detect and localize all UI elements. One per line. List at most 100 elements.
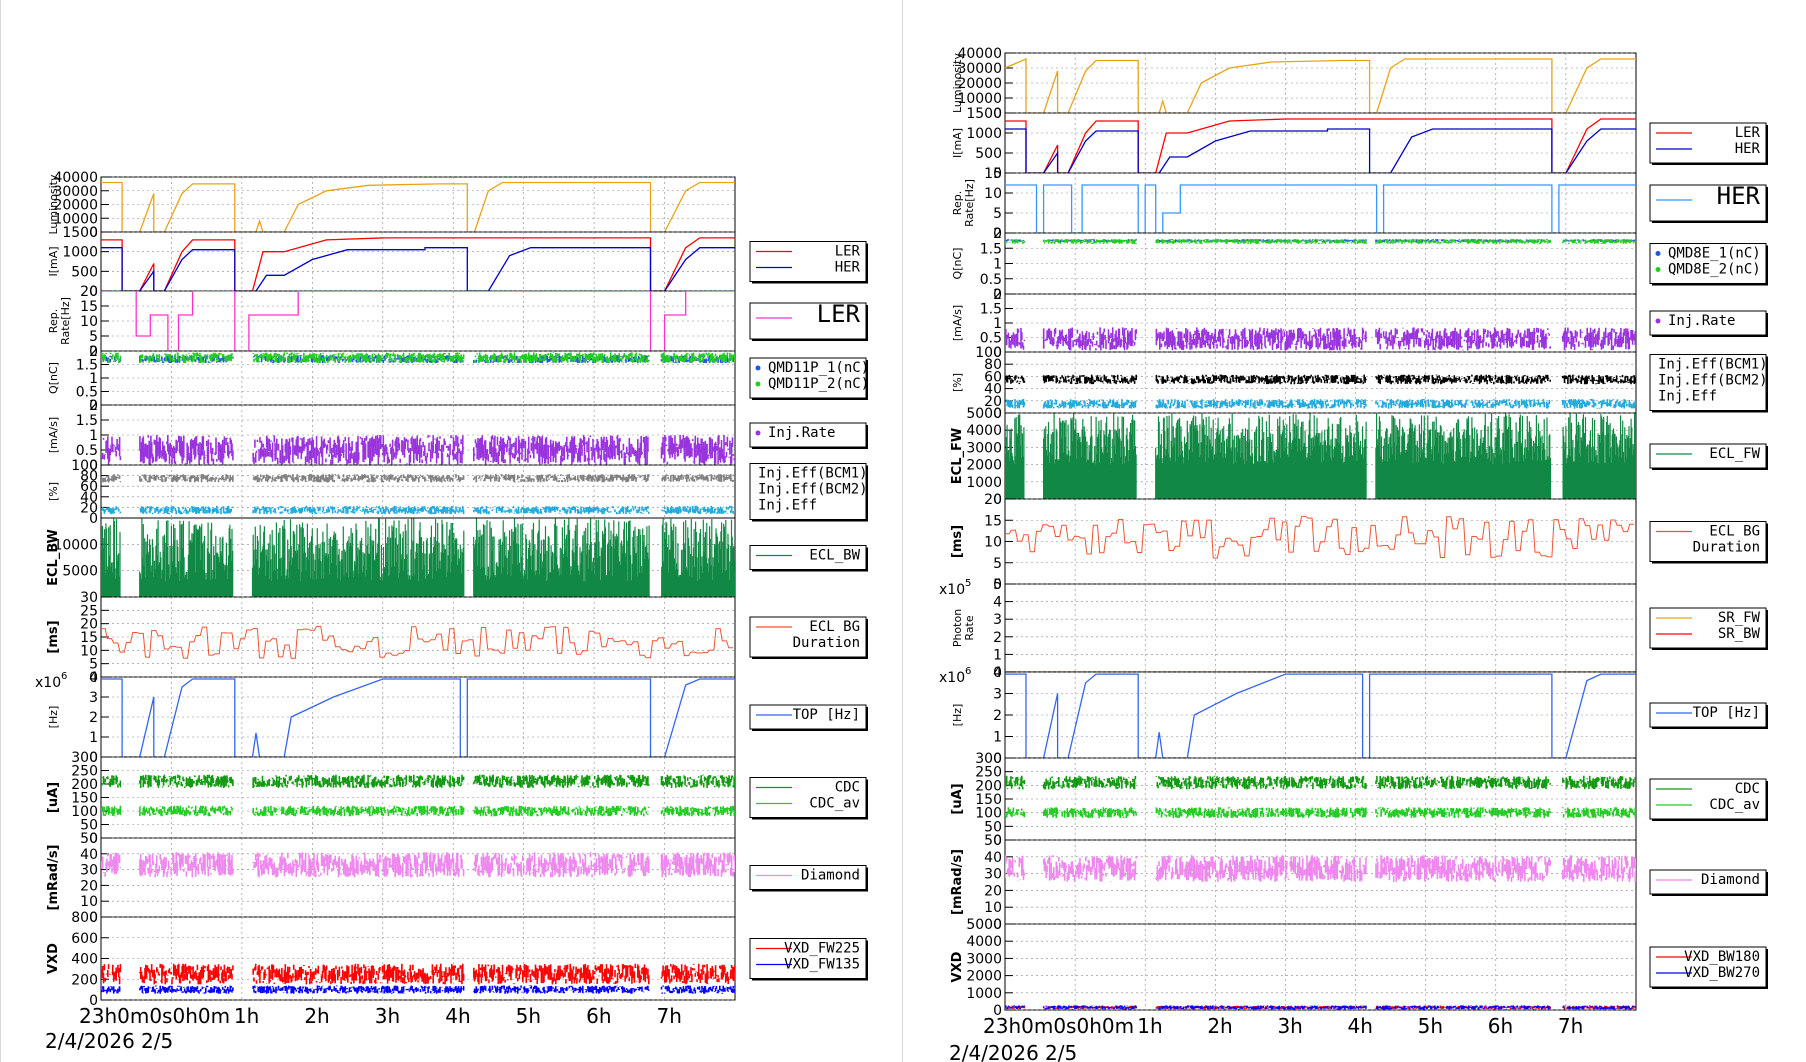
legend-label: CDC_av: [809, 796, 860, 812]
legend-inj: Inj.Rate: [749, 422, 868, 449]
axis-exponent-power: 6: [965, 666, 971, 677]
y-tick-label: 4000: [966, 423, 1002, 439]
legend-label: VXD_BW180: [1684, 949, 1760, 965]
series-top-hz-: [1005, 673, 1636, 758]
legend-label: SR_FW: [1718, 610, 1761, 626]
series-ecl-bg-duration: [1005, 515, 1634, 559]
series-group: [101, 625, 733, 659]
y-tick-label: 10: [984, 900, 1002, 916]
legend-marker: [755, 365, 761, 371]
y-tick-label: 10: [984, 186, 1002, 202]
y-axis-title: Q[nC]: [47, 362, 60, 394]
y-tick-label: 4000: [966, 934, 1002, 950]
y-tick-label: 300: [975, 751, 1002, 767]
y-tick-label: 60: [984, 369, 1002, 385]
series-group: [101, 963, 735, 994]
y-tick-label: 0.5: [76, 385, 98, 401]
series-group: [101, 852, 735, 878]
series-cdc-av: [101, 805, 735, 817]
series-group: [1005, 413, 1636, 499]
y-axis-title: [uA]: [46, 782, 61, 813]
y-tick-label: 15: [80, 630, 98, 646]
y-tick-label: 20: [80, 284, 98, 300]
y-tick-label: 5000: [966, 406, 1002, 422]
y-tick-label: 3000: [966, 440, 1002, 456]
series-group: [101, 181, 735, 232]
y-tick-label: 0: [993, 106, 1002, 122]
plot-frame: [1004, 671, 1637, 759]
time-tick-label: 1h: [234, 1004, 259, 1028]
y-tick-label: 0: [89, 670, 98, 686]
legend-marker: [755, 430, 761, 436]
legend-box: [749, 938, 867, 979]
time-tick-label: 7h: [657, 1004, 682, 1028]
series-ler: [101, 237, 735, 291]
y-tick-label: 2: [89, 710, 98, 726]
series-group: [1005, 118, 1636, 173]
time-tick-label: 2h: [304, 1004, 329, 1028]
y-axis-title: Rate: [963, 615, 976, 640]
legend-marker: [1655, 318, 1661, 324]
y-tick-label: 1.5: [76, 358, 98, 374]
y-tick-label: 2: [993, 226, 1002, 242]
legend-label: ECL_FW: [1709, 446, 1760, 462]
y-axis-title: [mA/s]: [951, 305, 964, 341]
y-tick-label: 0: [993, 751, 1002, 767]
time-tick-label: 7h: [1558, 1014, 1583, 1038]
series-group: [101, 518, 735, 597]
date-label-next: 2/5: [141, 1029, 173, 1053]
time-tick-label: 1h: [1137, 1014, 1162, 1038]
y-tick-label: 3: [993, 612, 1002, 628]
right-panel: 400003000020000100000Luminosity150010005…: [939, 46, 1768, 1062]
y-tick-label: 0: [89, 831, 98, 847]
legend-box: [1649, 443, 1767, 469]
y-tick-label: 40: [80, 490, 98, 506]
y-tick-label: 20: [80, 617, 98, 633]
y-tick-label: 25: [80, 603, 98, 619]
series-group: [1005, 855, 1636, 882]
y-axis-title: Rep.: [951, 191, 964, 215]
legend-box: [1649, 869, 1767, 895]
series-lumi: [1005, 58, 1636, 113]
y-tick-label: 1.5: [980, 302, 1002, 318]
y-axis-title: VXD: [46, 943, 61, 974]
y-axis-title: Luminosity: [47, 174, 60, 234]
legend-label: ECL_BW: [809, 548, 860, 564]
series-group: [1005, 1005, 1636, 1010]
legend-eff: Inj.Eff(BCM1)Inj.Eff(BCM2)Inj.Eff: [1649, 354, 1768, 413]
y-tick-label: 80: [984, 357, 1002, 373]
panel-eff: 100806040200[%]Inj.Eff(BCM1)Inj.Eff(BCM2…: [47, 458, 868, 527]
series-vxd-fw135: [101, 963, 735, 985]
y-tick-label: 250: [975, 765, 1002, 781]
series-group: [1005, 239, 1636, 244]
y-tick-label: 0: [993, 406, 1002, 422]
y-tick-label: 0: [89, 993, 98, 1009]
legend-label: QMD8E_2(nC): [1668, 262, 1761, 278]
y-tick-label: 1: [993, 647, 1002, 663]
legend-box: [1649, 946, 1767, 988]
legend-label: Inj.Eff(BCM1): [758, 466, 868, 482]
series-cdc-av: [1005, 807, 1636, 819]
legend-label: QMD11P_1(nC): [768, 360, 869, 376]
plot-frame: [100, 231, 736, 292]
y-tick-label: 60: [80, 479, 98, 495]
series-her: [101, 247, 735, 291]
series-cdc: [101, 774, 735, 788]
legend-label: Inj.Eff: [758, 498, 817, 514]
series-group: [1005, 184, 1636, 233]
y-axis-title: [Hz]: [951, 704, 964, 727]
y-tick-label: 20: [80, 878, 98, 894]
y-tick-label: 5: [89, 657, 98, 673]
series-group: [1005, 515, 1634, 559]
series-ecl-fw: [1005, 413, 1636, 499]
series-her: [1005, 128, 1636, 173]
